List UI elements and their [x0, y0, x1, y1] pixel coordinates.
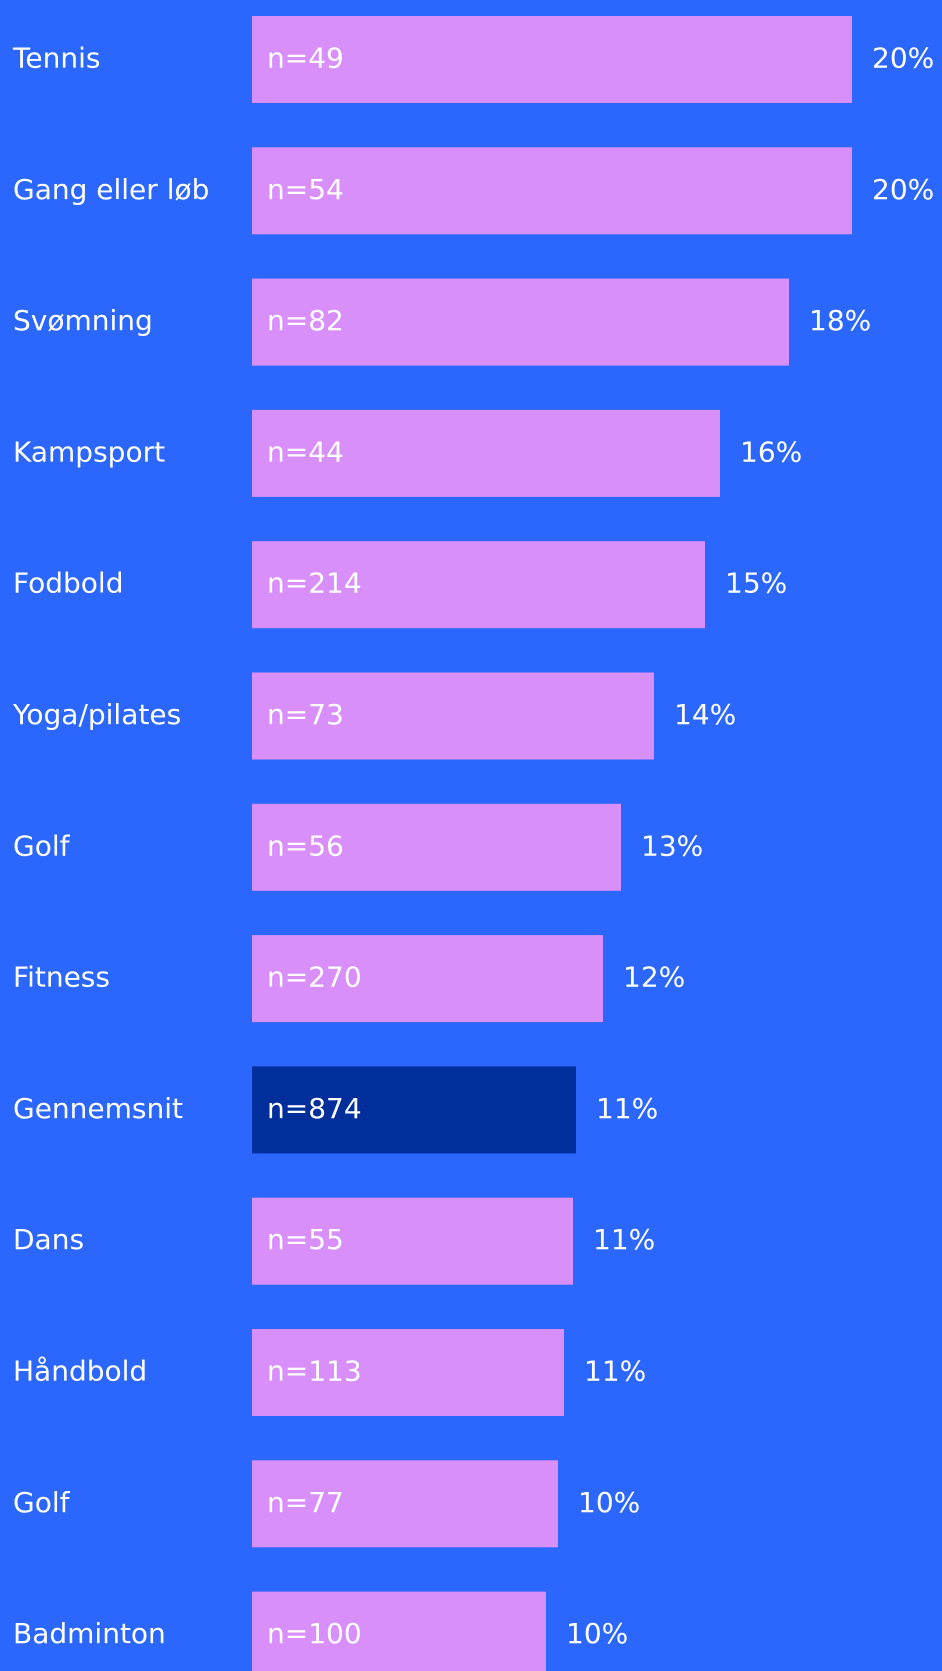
n-label: n=100 [267, 1617, 362, 1650]
value-label: 20% [872, 173, 934, 206]
bar [252, 1460, 558, 1548]
value-label: 10% [578, 1486, 640, 1519]
bar [252, 16, 852, 103]
value-label: 16% [740, 435, 802, 468]
n-label: n=56 [267, 829, 344, 862]
n-label: n=214 [267, 567, 362, 600]
bar [252, 1329, 564, 1416]
value-label: 11% [593, 1223, 655, 1256]
category-label: Gennemsnit [13, 1092, 183, 1125]
n-label: n=77 [267, 1486, 344, 1519]
category-label: Golf [13, 829, 71, 862]
n-label: n=874 [267, 1092, 362, 1125]
n-label: n=44 [267, 435, 344, 468]
n-label: n=54 [267, 173, 344, 206]
bar [252, 147, 852, 235]
category-label: Badminton [13, 1617, 166, 1650]
category-label: Golf [13, 1486, 71, 1519]
bar [252, 935, 603, 1023]
category-label: Håndbold [13, 1355, 147, 1388]
bar [252, 541, 705, 629]
value-label: 15% [725, 567, 787, 600]
n-label: n=113 [267, 1355, 362, 1388]
bar [252, 1066, 576, 1154]
value-label: 11% [584, 1355, 646, 1388]
n-label: n=82 [267, 304, 344, 337]
bar [252, 672, 654, 760]
n-label: n=49 [267, 42, 344, 75]
bar [252, 803, 621, 891]
value-label: 18% [809, 304, 871, 337]
bar [252, 1197, 573, 1285]
category-label: Fitness [13, 961, 110, 994]
value-label: 10% [566, 1617, 628, 1650]
category-label: Kampsport [13, 435, 165, 468]
n-label: n=55 [267, 1223, 344, 1256]
value-label: 14% [674, 698, 736, 731]
category-label: Fodbold [13, 567, 123, 600]
bar [252, 409, 720, 497]
bar [252, 1591, 546, 1671]
value-label: 11% [596, 1092, 658, 1125]
category-label: Svømning [13, 304, 153, 337]
value-label: 12% [623, 961, 685, 994]
value-label: 20% [872, 42, 934, 75]
category-label: Dans [13, 1223, 84, 1256]
category-label: Tennis [12, 42, 100, 75]
n-label: n=73 [267, 698, 344, 731]
bar [252, 278, 789, 366]
category-label: Yoga/pilates [12, 698, 181, 731]
category-label: Gang eller løb [13, 173, 209, 206]
n-label: n=270 [267, 961, 362, 994]
value-label: 13% [641, 829, 703, 862]
